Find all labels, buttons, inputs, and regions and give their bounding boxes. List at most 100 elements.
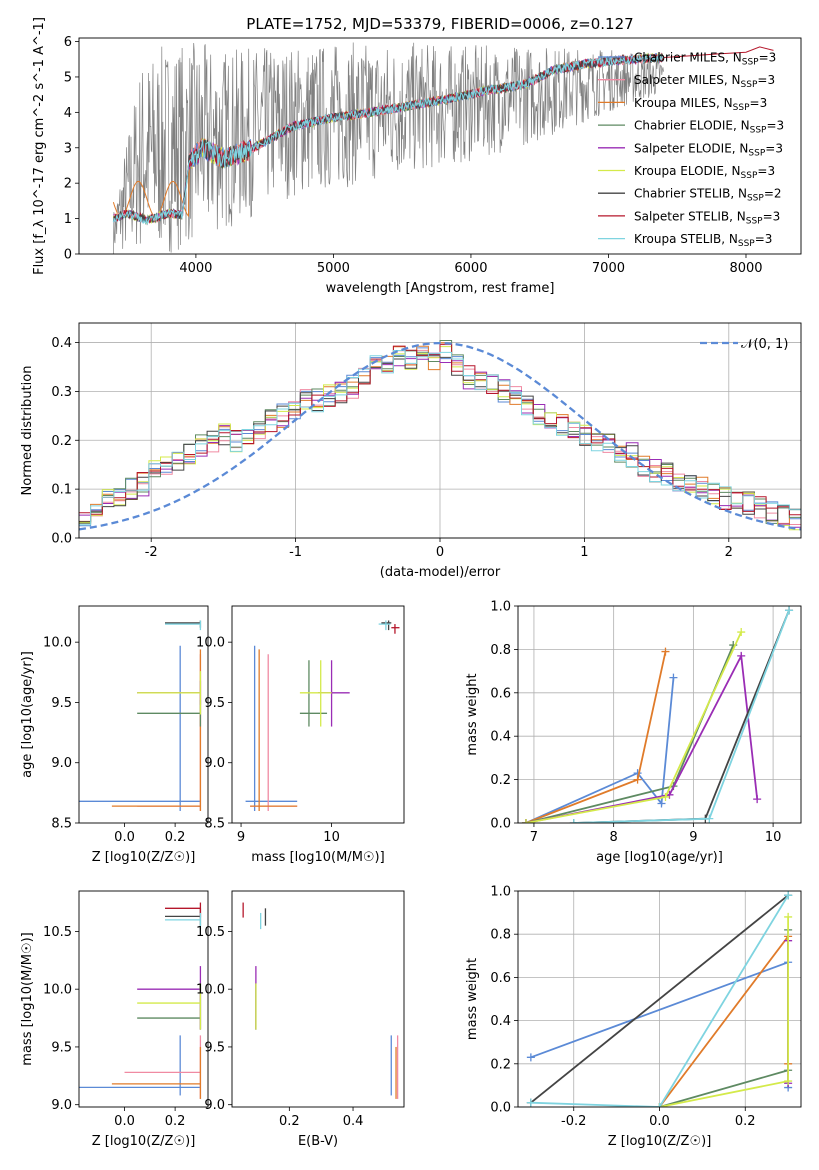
x-tick-label: 4000 [179, 261, 212, 276]
y-tick-label: 1.0 [490, 600, 511, 615]
plot-area [521, 606, 794, 823]
y-axis-label: mass weight [465, 673, 480, 755]
data-point-marker [753, 795, 762, 804]
y-tick-label: 0.0 [490, 1101, 511, 1116]
mass-weight-line [658, 933, 789, 1107]
y-tick-label: 3 [64, 141, 72, 156]
data-point-marker [737, 628, 746, 637]
panel-age-vs-mass: 9 10 8.5 9.0 9.5 10.0 mass [log10(M/M☉)] [196, 605, 405, 865]
mass-weight-line [530, 894, 789, 1107]
y-tick-label: 0.1 [51, 483, 72, 498]
x-axis-label: age [log10(age/yr)] [596, 850, 723, 865]
y-tick-label: 10.0 [43, 983, 72, 998]
y-tick-label: 0.8 [490, 643, 511, 658]
data-point-marker [784, 891, 793, 900]
x-axis-label: E(B-V) [298, 1134, 338, 1149]
legend-label: Kroupa ELODIE, NSSP=3 [634, 164, 775, 181]
y-tick-label: 9.0 [51, 756, 72, 771]
x-axis-label: Z [log10(Z/Z☉)] [608, 1134, 712, 1149]
x-tick-label: -1 [289, 545, 302, 560]
y-tick-label: 5 [64, 70, 72, 85]
legend-label: Kroupa STELIB, NSSP=3 [634, 232, 772, 249]
x-tick-label: 0.4 [343, 1114, 364, 1129]
y-axis-label: Flux [f_λ 10^-17 erg cm^-2 s^-1 A^-1] [32, 17, 47, 275]
plot-area [79, 620, 202, 811]
y-tick-label: 1 [64, 212, 72, 227]
histogram-step [79, 343, 801, 516]
y-tick-label: 8.5 [51, 817, 72, 832]
x-tick-label: 5000 [317, 261, 350, 276]
x-tick-label: 2 [725, 545, 733, 560]
y-tick-label: 1.0 [490, 885, 511, 900]
data-point-marker [785, 606, 794, 615]
y-tick-label: 0.0 [51, 532, 72, 547]
x-tick-label: 0.2 [735, 1114, 756, 1129]
x-tick-label: -0.2 [561, 1114, 586, 1129]
x-tick-label: 7 [530, 830, 538, 845]
y-tick-label: 0.0 [490, 817, 511, 832]
legend-label: Kroupa MILES, NSSP=3 [634, 96, 767, 113]
y-tick-label: 0.3 [51, 385, 72, 400]
y-tick-label: 0.8 [490, 928, 511, 943]
mass-weight-line [525, 644, 735, 823]
axes-frame [231, 605, 405, 824]
legend-label: Chabrier ELODIE, NSSP=3 [634, 119, 784, 136]
legend-label: Salpeter STELIB, NSSP=3 [634, 209, 780, 226]
x-tick-label: 1 [580, 545, 588, 560]
model-curve [112, 53, 664, 225]
panel-age-vs-Z: 0.0 0.2 8.5 9.0 9.5 10.0 Z [log10(Z/Z☉)] age [l… [20, 605, 209, 865]
data-point-marker [784, 1077, 793, 1086]
data-point-marker [526, 1053, 535, 1062]
y-tick-label: 10.5 [196, 925, 225, 940]
panel-residuals: -2 -1 0 1 2 0.0 0.1 0.2 0.3 0.4 (data-model)/error… [20, 322, 802, 580]
x-axis-label: Z [log10(Z/Z☉)] [92, 1134, 196, 1149]
plot-area [526, 891, 793, 1107]
y-tick-label: 0.4 [490, 1014, 511, 1029]
panel-spectrum: 4000 5000 6000 7000 8000 0 1 2 3 4 5 6 wavelength [A… [32, 17, 802, 296]
chart-title: PLATE=1752, MJD=53379, FIBERID=0006, z=0… [246, 15, 633, 33]
plot-area [245, 620, 400, 811]
plot-area [79, 902, 202, 1099]
y-tick-label: 0.2 [490, 1057, 511, 1072]
x-tick-label: -2 [145, 545, 158, 560]
panel-mass-vs-Z: 0.0 0.2 9.0 9.5 10.0 10.5 Z [log10(Z/Z☉)] mass … [20, 890, 209, 1149]
data-point-marker [661, 647, 670, 656]
x-tick-label: 10 [323, 830, 340, 845]
x-tick-label: 10 [765, 830, 782, 845]
x-tick-label: 0.2 [165, 830, 186, 845]
plot-area [242, 902, 399, 1099]
y-tick-label: 10.0 [196, 636, 225, 651]
legend-label: Salpeter ELODIE, NSSP=3 [634, 141, 783, 158]
y-tick-label: 9.0 [204, 756, 225, 771]
x-tick-label: 0.2 [279, 1114, 300, 1129]
data-point-marker [657, 799, 666, 808]
data-point-marker [526, 1098, 535, 1107]
y-tick-label: 9.0 [204, 1098, 225, 1113]
x-tick-label: 0.0 [114, 830, 135, 845]
y-tick-label: 9.5 [51, 1040, 72, 1055]
observed-spectrum-line [113, 42, 664, 254]
y-tick-label: 0.6 [490, 971, 511, 986]
x-tick-label: 0 [436, 545, 444, 560]
y-tick-label: 9.5 [51, 696, 72, 711]
x-axis-label: mass [log10(M/M☉)] [251, 850, 384, 865]
panel-mass-vs-EBV: 0.2 0.4 9.0 9.5 10.0 10.5 E(B-V) [196, 890, 405, 1149]
x-axis-label: Z [log10(Z/Z☉)] [92, 850, 196, 865]
y-tick-label: 0.6 [490, 686, 511, 701]
y-tick-label: 0.2 [490, 773, 511, 788]
y-tick-label: 0 [64, 248, 72, 263]
mass-weight-line [525, 677, 675, 823]
mass-weight-line [525, 651, 667, 823]
x-tick-label: 9 [237, 830, 245, 845]
panel-massweight-vs-Z: -0.2 0.0 0.2 0.0 0.2 0.4 0.6 0.8 1.0 Z [log10(Z/Z… [465, 885, 802, 1149]
axes-frame [78, 37, 802, 255]
y-tick-label: 10.0 [43, 636, 72, 651]
data-point-marker [737, 651, 746, 660]
y-tick-label: 0.2 [51, 434, 72, 449]
y-axis-label: mass weight [465, 958, 480, 1040]
data-point-marker [633, 775, 642, 784]
axes-frame [78, 890, 209, 1108]
y-tick-label: 4 [64, 106, 72, 121]
plot-area [112, 42, 774, 254]
